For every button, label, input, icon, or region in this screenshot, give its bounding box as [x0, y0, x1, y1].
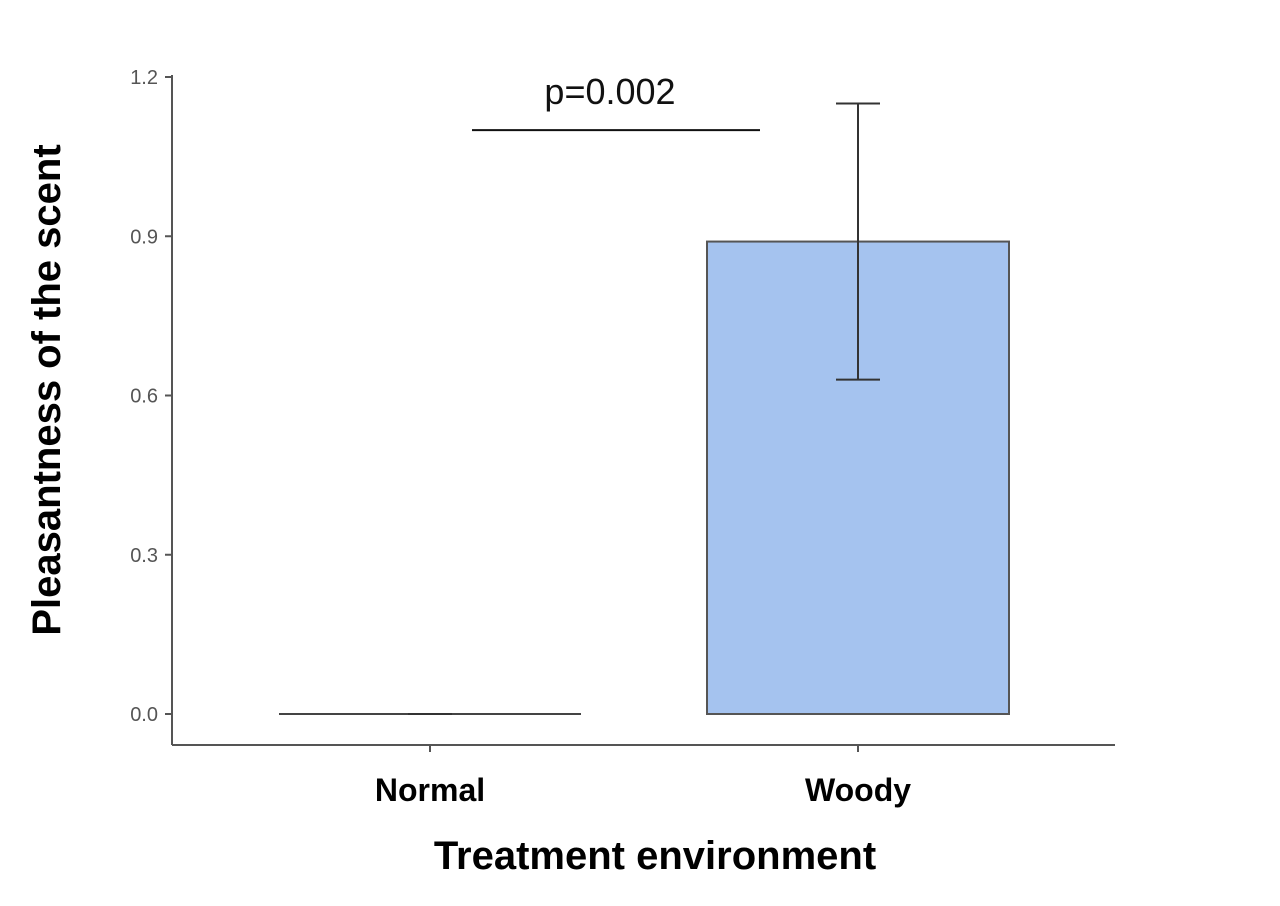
- y-tick-label: 0.9: [130, 226, 158, 248]
- x-tick-label: Woody: [805, 772, 911, 808]
- y-tick-label: 0.3: [130, 545, 158, 567]
- x-axis-title: Treatment environment: [434, 834, 876, 878]
- x-tick-label: Normal: [375, 772, 485, 808]
- p-value-annotation: p=0.002: [544, 71, 675, 112]
- y-tick-label: 0.6: [130, 386, 158, 408]
- y-tick-label: 0.0: [130, 704, 158, 726]
- y-axis-title: Pleasantness of the scent: [25, 144, 69, 635]
- y-tick-label: 1.2: [130, 67, 158, 89]
